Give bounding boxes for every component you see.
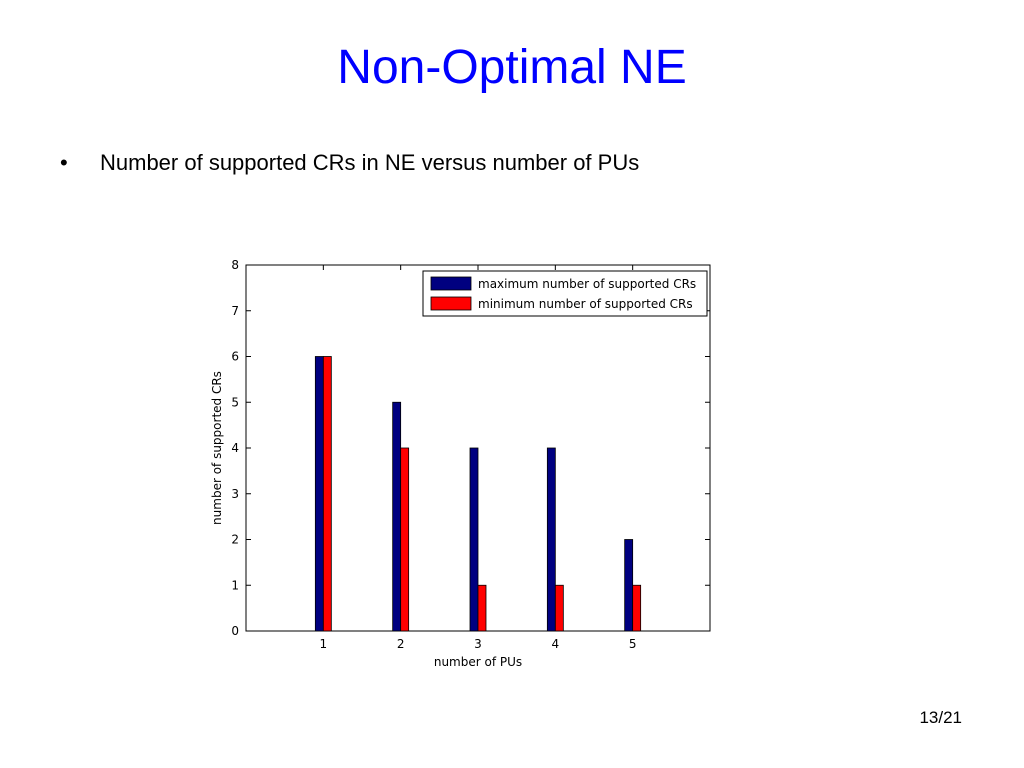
x-tick-label: 2 xyxy=(397,637,405,651)
legend-entry-label: minimum number of supported CRs xyxy=(478,297,693,311)
x-tick-label: 1 xyxy=(320,637,328,651)
bar-min-1 xyxy=(322,356,332,632)
bar-max-3 xyxy=(469,447,479,632)
y-tick-label: 5 xyxy=(231,395,239,409)
y-axis-label: number of supported CRs xyxy=(210,371,224,525)
y-tick-label: 1 xyxy=(231,578,239,592)
slide-title: Non-Optimal NE xyxy=(337,41,687,94)
x-axis-label: number of PUs xyxy=(434,655,522,669)
x-tick-label: 3 xyxy=(474,637,482,651)
axis-ticks: 0 1 2 3 4 5 6 7 8 1 2 3 4 5 xyxy=(231,258,710,651)
bar-max-1 xyxy=(314,356,324,632)
legend: maximum number of supported CRs minimum n… xyxy=(422,270,708,317)
bullet-symbol: • xyxy=(60,150,68,175)
bar-min-2 xyxy=(400,447,410,632)
bullet-item: • Number of supported CRs in NE versus nu… xyxy=(60,150,639,176)
y-tick-label: 7 xyxy=(231,304,239,318)
x-tick-label: 4 xyxy=(552,637,560,651)
y-tick-label: 3 xyxy=(231,487,239,501)
bar-max-2 xyxy=(392,401,402,632)
legend-swatch xyxy=(430,276,472,291)
x-tick-label: 5 xyxy=(629,637,637,651)
bars xyxy=(314,356,642,632)
y-tick-label: 2 xyxy=(231,533,239,547)
bullet-text: Number of supported CRs in NE versus num… xyxy=(100,150,640,175)
y-tick-label: 8 xyxy=(231,258,239,272)
page-number: 13/21 xyxy=(919,708,962,727)
bar-max-4 xyxy=(546,447,556,632)
y-tick-label: 0 xyxy=(231,624,239,638)
y-tick-label: 4 xyxy=(231,441,239,455)
bar-min-3 xyxy=(477,584,487,632)
bar-min-4 xyxy=(554,584,564,632)
legend-swatch xyxy=(430,296,472,311)
bar-min-5 xyxy=(632,584,642,632)
bar-max-5 xyxy=(624,539,634,632)
y-tick-label: 6 xyxy=(231,350,239,364)
legend-entry-label: maximum number of supported CRs xyxy=(478,277,696,291)
